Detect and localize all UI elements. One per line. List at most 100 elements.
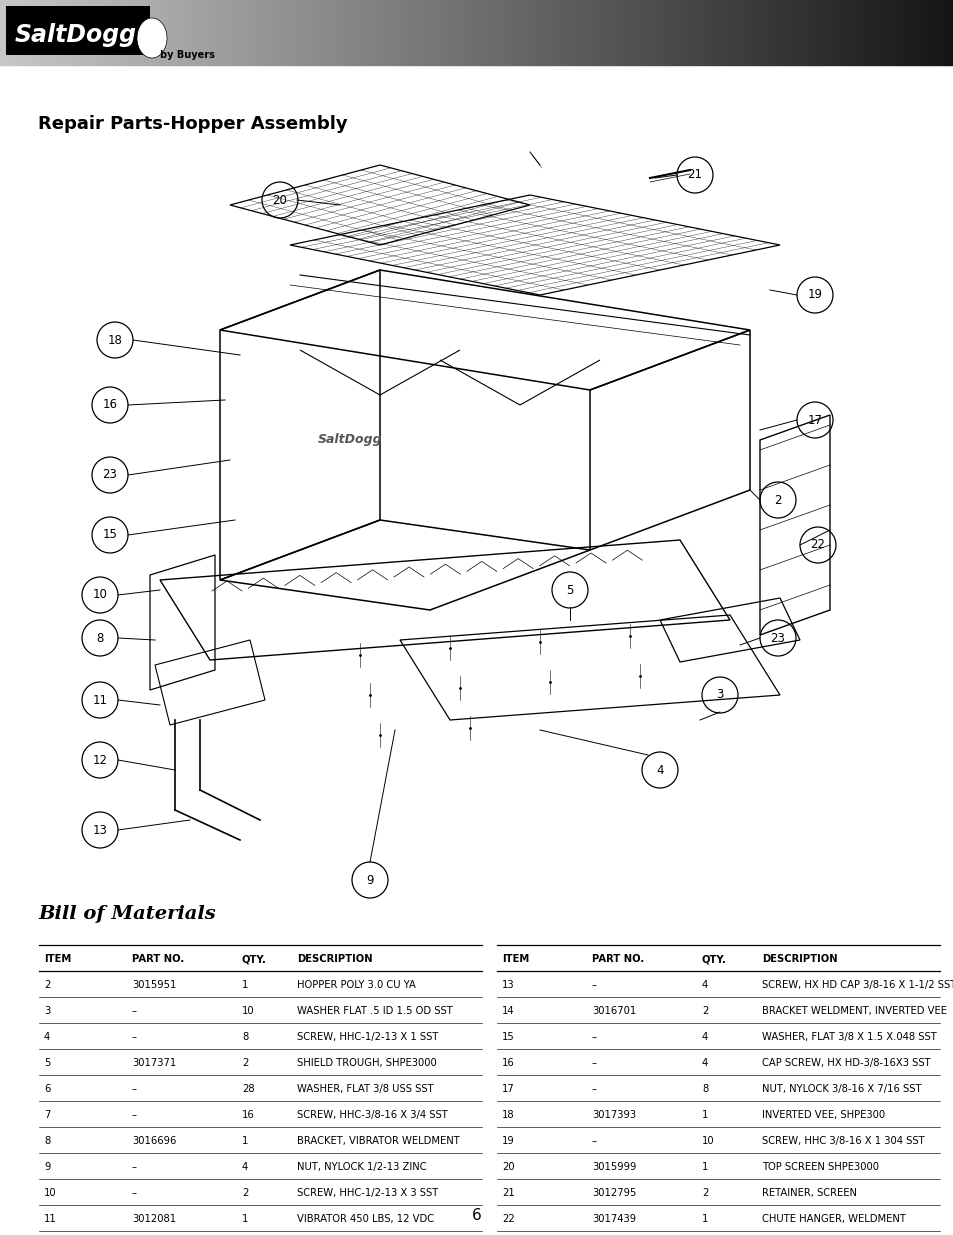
- Text: 3: 3: [716, 688, 723, 701]
- Bar: [558, 0, 559, 65]
- Bar: [886, 0, 888, 65]
- Bar: [253, 0, 254, 65]
- Text: HOPPER POLY 3.0 CU YA: HOPPER POLY 3.0 CU YA: [296, 981, 416, 990]
- Bar: [739, 0, 741, 65]
- Bar: [550, 0, 553, 65]
- Bar: [494, 0, 496, 65]
- Bar: [884, 0, 886, 65]
- Bar: [856, 0, 858, 65]
- Bar: [629, 0, 631, 65]
- Bar: [843, 0, 845, 65]
- Bar: [710, 0, 712, 65]
- Text: WASHER FLAT .5 ID 1.5 OD SST: WASHER FLAT .5 ID 1.5 OD SST: [296, 1007, 453, 1016]
- Bar: [781, 0, 783, 65]
- Text: BRACKET WELDMENT, INVERTED VEE: BRACKET WELDMENT, INVERTED VEE: [761, 1007, 946, 1016]
- Bar: [231, 0, 233, 65]
- Bar: [562, 0, 564, 65]
- Bar: [626, 0, 629, 65]
- Bar: [276, 0, 278, 65]
- Bar: [720, 0, 721, 65]
- Bar: [407, 0, 410, 65]
- Bar: [831, 0, 834, 65]
- Text: RETAINER, SCREEN: RETAINER, SCREEN: [761, 1188, 856, 1198]
- Text: WASHER, FLAT 3/8 USS SST: WASHER, FLAT 3/8 USS SST: [296, 1084, 434, 1094]
- Bar: [702, 0, 705, 65]
- Text: –: –: [592, 1058, 597, 1068]
- Bar: [415, 0, 416, 65]
- Bar: [267, 0, 269, 65]
- Bar: [152, 0, 154, 65]
- Bar: [483, 0, 486, 65]
- Bar: [457, 0, 459, 65]
- Bar: [503, 0, 505, 65]
- Bar: [367, 0, 369, 65]
- Bar: [324, 0, 326, 65]
- Bar: [52, 0, 54, 65]
- Text: 4: 4: [701, 981, 707, 990]
- Bar: [581, 0, 583, 65]
- Bar: [427, 0, 429, 65]
- Text: 5: 5: [44, 1058, 51, 1068]
- Text: 14: 14: [501, 1007, 514, 1016]
- Bar: [421, 0, 424, 65]
- Bar: [901, 0, 902, 65]
- Bar: [538, 0, 540, 65]
- Bar: [445, 0, 448, 65]
- Bar: [10, 0, 11, 65]
- Text: 20: 20: [273, 194, 287, 206]
- Bar: [357, 0, 359, 65]
- Bar: [839, 0, 841, 65]
- Text: INVERTED VEE, SHPE300: INVERTED VEE, SHPE300: [761, 1110, 884, 1120]
- Text: 17: 17: [806, 414, 821, 426]
- Bar: [459, 0, 462, 65]
- Text: 8: 8: [242, 1032, 248, 1042]
- Bar: [150, 0, 152, 65]
- Bar: [669, 0, 672, 65]
- Bar: [148, 0, 150, 65]
- Bar: [467, 0, 469, 65]
- Bar: [698, 0, 700, 65]
- Bar: [92, 0, 95, 65]
- Bar: [593, 0, 596, 65]
- Text: SHIELD TROUGH, SHPE3000: SHIELD TROUGH, SHPE3000: [296, 1058, 436, 1068]
- Bar: [38, 0, 40, 65]
- Bar: [950, 0, 953, 65]
- Bar: [524, 0, 526, 65]
- Bar: [559, 0, 562, 65]
- Bar: [331, 0, 334, 65]
- Bar: [815, 0, 817, 65]
- Bar: [110, 0, 112, 65]
- Bar: [312, 0, 314, 65]
- Bar: [141, 0, 143, 65]
- Bar: [16, 0, 19, 65]
- Bar: [5, 0, 7, 65]
- Bar: [688, 0, 691, 65]
- Text: 10: 10: [242, 1007, 254, 1016]
- Bar: [254, 0, 257, 65]
- Bar: [95, 0, 98, 65]
- Bar: [30, 0, 33, 65]
- Bar: [845, 0, 848, 65]
- Bar: [548, 0, 550, 65]
- Bar: [717, 0, 720, 65]
- Bar: [69, 0, 71, 65]
- Bar: [205, 0, 208, 65]
- Text: PART NO.: PART NO.: [132, 955, 184, 965]
- Bar: [431, 0, 434, 65]
- Bar: [596, 0, 598, 65]
- Bar: [802, 0, 805, 65]
- Text: ITEM: ITEM: [44, 955, 71, 965]
- Bar: [879, 0, 882, 65]
- Text: 10: 10: [92, 589, 108, 601]
- Ellipse shape: [137, 19, 167, 58]
- Text: –: –: [132, 1032, 137, 1042]
- Text: 3017439: 3017439: [592, 1214, 636, 1224]
- Bar: [33, 0, 35, 65]
- Bar: [481, 0, 483, 65]
- Bar: [543, 0, 545, 65]
- Bar: [40, 0, 43, 65]
- Text: 13: 13: [92, 824, 108, 836]
- Bar: [618, 0, 619, 65]
- Bar: [646, 0, 648, 65]
- Bar: [753, 0, 755, 65]
